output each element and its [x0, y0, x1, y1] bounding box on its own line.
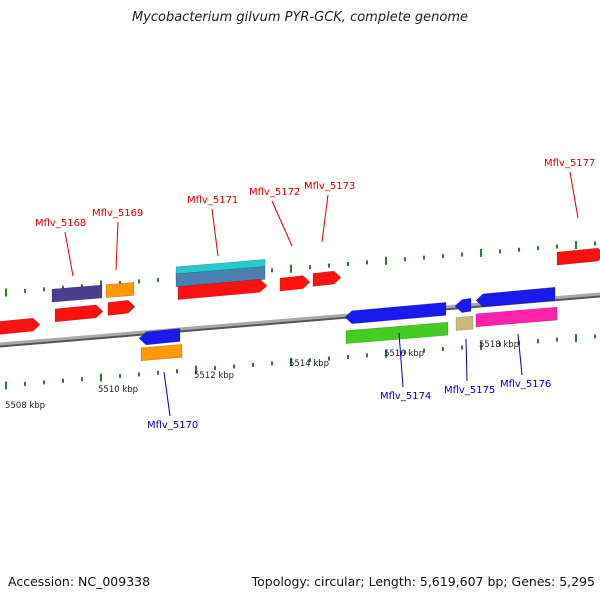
- genome-title: Mycobacterium gilvum PYR-GCK, complete g…: [131, 10, 469, 25]
- label-leader-line: [115, 221, 119, 271]
- gene-box: [51, 284, 103, 303]
- label-leader-line: [163, 371, 171, 417]
- gene-label: Mflv_5174: [380, 391, 431, 402]
- label-leader-line: [398, 332, 404, 388]
- gene-label: Mflv_5177: [544, 158, 595, 169]
- label-leader-line: [271, 200, 293, 247]
- scale-label: 5514 kbp: [289, 359, 329, 369]
- label-leader-line: [517, 333, 523, 376]
- gene-box: [140, 344, 183, 362]
- gene-features: [0, 247, 600, 362]
- gene-arrow: [454, 297, 472, 313]
- gene-box: [475, 306, 558, 328]
- gene-label: Mflv_5175: [444, 385, 495, 396]
- gene-arrow: [54, 304, 104, 323]
- label-leader-line: [321, 194, 329, 243]
- scale-label: 5512 kbp: [194, 371, 234, 381]
- gene-label: Mflv_5171: [187, 195, 238, 206]
- gene-label: Mflv_5168: [35, 218, 86, 229]
- scale-labels: 5508 kbp 5510 kbp 5512 kbp 5514 kbp 5516 kbp…: [5, 340, 519, 411]
- gene-box: [105, 282, 135, 298]
- gene-box: [345, 321, 449, 344]
- gene-arrow: [279, 275, 311, 292]
- gene-arrow: [344, 302, 447, 325]
- gene-arrow: [475, 286, 556, 308]
- gene-arrow: [107, 299, 136, 316]
- genome-summary: Topology: circular; Length: 5,619,607 bp…: [251, 574, 595, 589]
- scale-label: 5510 kbp: [98, 385, 138, 395]
- gene-label: Mflv_5172: [249, 187, 300, 198]
- label-leader-line: [64, 231, 74, 277]
- scale-label: 5516 kbp: [384, 349, 424, 359]
- bottom-tick-track: [5, 334, 596, 390]
- accession-label: Accession: NC_009338: [8, 574, 151, 589]
- gene-box: [455, 315, 474, 331]
- gene-box: [175, 266, 266, 288]
- gene-arrow: [312, 270, 342, 287]
- gene-arrow: [177, 278, 268, 300]
- label-leader-line: [211, 208, 219, 257]
- gene-label: Mflv_5170: [147, 420, 198, 431]
- scale-label: 5518 kbp: [479, 340, 519, 350]
- gene-arrow: [138, 328, 181, 346]
- gene-arrow: [556, 247, 600, 266]
- gene-label: Mflv_5169: [92, 208, 143, 219]
- gene-label: Mflv_5173: [304, 181, 355, 192]
- gene-labels: Mflv_5168 Mflv_5169 Mflv_5171 Mflv_5172 Mflv…: [35, 158, 595, 431]
- gene-arrow: [0, 317, 41, 335]
- scale-label: 5508 kbp: [5, 401, 45, 411]
- gene-label: Mflv_5176: [500, 379, 551, 390]
- label-leader-line: [465, 338, 468, 382]
- label-leader-line: [569, 171, 579, 219]
